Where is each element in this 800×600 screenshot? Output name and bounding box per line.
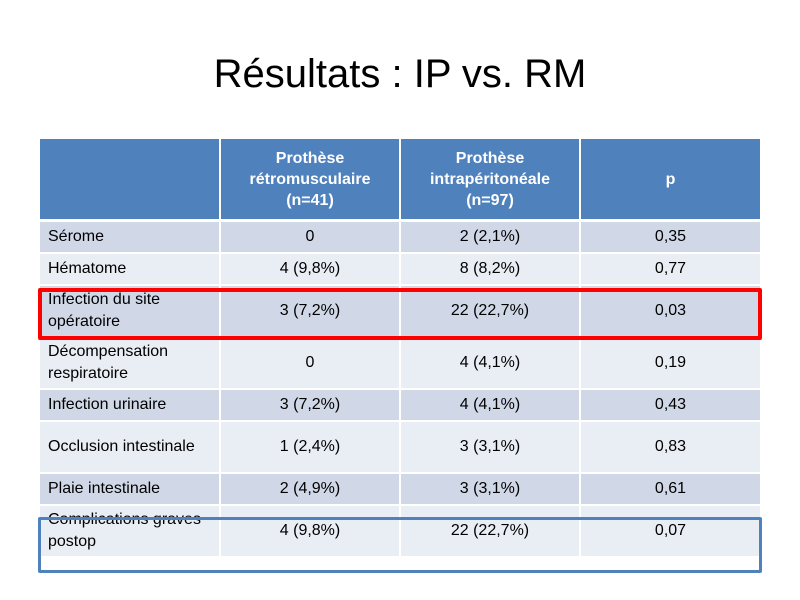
header-p-value: p: [580, 139, 760, 222]
cell-p: 0,35: [580, 220, 760, 254]
cell-p: 0,03: [580, 285, 760, 338]
cell-ip: 3 (3,1%): [400, 473, 581, 506]
header-intraperitoneale: Prothèse intrapéritonéale (n=97): [400, 139, 581, 222]
cell-rm: 1 (2,4%): [220, 421, 401, 474]
cell-ip: 8 (8,2%): [400, 253, 581, 286]
cell-ip: 2 (2,1%): [400, 220, 581, 254]
results-table-container: Prothèse rétromusculaire (n=41) Prothèse…: [40, 139, 760, 558]
table-row: Sérome 0 2 (2,1%) 0,35: [40, 220, 760, 254]
cell-p: 0,43: [580, 389, 760, 422]
cell-rm: 3 (7,2%): [220, 285, 401, 338]
table-row: Hématome 4 (9,8%) 8 (8,2%) 0,77: [40, 253, 760, 286]
row-label: Plaie intestinale: [40, 473, 221, 506]
table-row: Décompensation respiratoire 0 4 (4,1%) 0…: [40, 337, 760, 390]
cell-ip: 22 (22,7%): [400, 505, 581, 558]
cell-rm: 2 (4,9%): [220, 473, 401, 506]
cell-ip: 4 (4,1%): [400, 337, 581, 390]
cell-p: 0,19: [580, 337, 760, 390]
cell-p: 0,07: [580, 505, 760, 558]
table-row: Occlusion intestinale 1 (2,4%) 3 (3,1%) …: [40, 421, 760, 474]
cell-p: 0,83: [580, 421, 760, 474]
header-empty-cell: [40, 139, 221, 222]
row-label: Hématome: [40, 253, 221, 286]
row-label: Sérome: [40, 220, 221, 254]
slide-title: Résultats : IP vs. RM: [213, 52, 587, 96]
cell-rm: 0: [220, 220, 401, 254]
header-retromusculaire: Prothèse rétromusculaire (n=41): [220, 139, 401, 222]
cell-rm: 4 (9,8%): [220, 505, 401, 558]
row-label: Occlusion intestinale: [40, 421, 221, 474]
cell-p: 0,77: [580, 253, 760, 286]
cell-rm: 4 (9,8%): [220, 253, 401, 286]
cell-rm: 3 (7,2%): [220, 389, 401, 422]
table-row: Infection du site opératoire 3 (7,2%) 22…: [40, 285, 760, 338]
cell-p: 0,61: [580, 473, 760, 506]
cell-rm: 0: [220, 337, 401, 390]
cell-ip: 4 (4,1%): [400, 389, 581, 422]
table-row: Complications graves postop 4 (9,8%) 22 …: [40, 505, 760, 558]
results-table: Prothèse rétromusculaire (n=41) Prothèse…: [40, 139, 760, 558]
table-row: Infection urinaire 3 (7,2%) 4 (4,1%) 0,4…: [40, 389, 760, 422]
table-row: Plaie intestinale 2 (4,9%) 3 (3,1%) 0,61: [40, 473, 760, 506]
cell-ip: 3 (3,1%): [400, 421, 581, 474]
row-label: Infection du site opératoire: [40, 285, 221, 338]
cell-ip: 22 (22,7%): [400, 285, 581, 338]
table-header-row: Prothèse rétromusculaire (n=41) Prothèse…: [40, 139, 760, 222]
row-label: Complications graves postop: [40, 505, 221, 558]
row-label: Décompensation respiratoire: [40, 337, 221, 390]
row-label: Infection urinaire: [40, 389, 221, 422]
